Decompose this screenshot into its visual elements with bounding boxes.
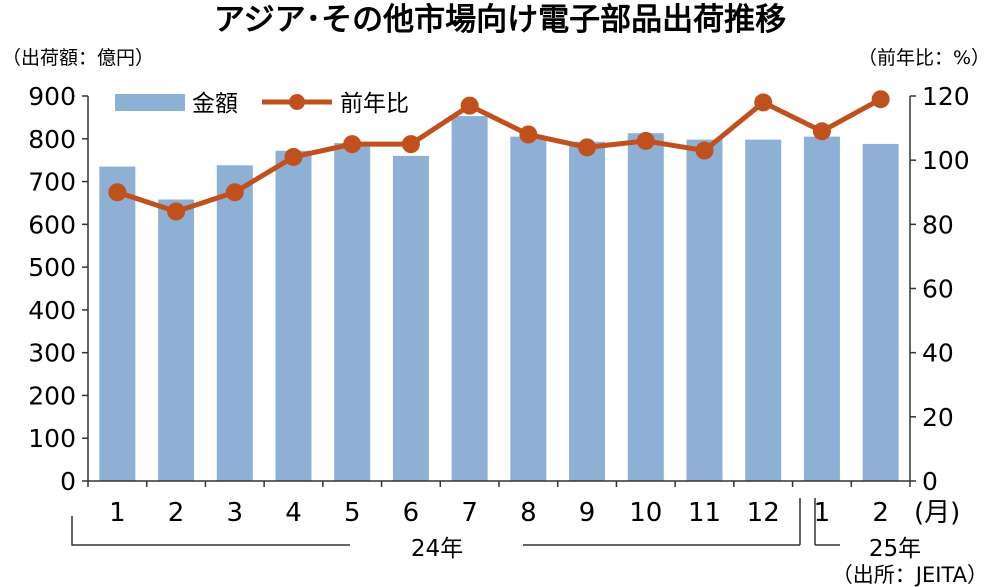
y-tick-label-300: 300 bbox=[28, 339, 76, 368]
source-note: （出所：JEITA） bbox=[832, 563, 988, 587]
yoy-point-11 bbox=[695, 141, 714, 160]
x-tick-label-8: 8 bbox=[520, 498, 537, 528]
x-tick-label-3: 3 bbox=[227, 498, 244, 528]
bar-9 bbox=[569, 141, 606, 481]
y-tick-label-800: 800 bbox=[28, 125, 76, 154]
bar-12 bbox=[745, 139, 782, 481]
y-tick-label-100: 100 bbox=[28, 424, 76, 453]
yoy-point-14 bbox=[871, 90, 890, 109]
bar-13 bbox=[803, 136, 840, 481]
x-tick-label-4: 4 bbox=[285, 498, 302, 528]
yoy-point-8 bbox=[519, 125, 538, 144]
bar-7 bbox=[451, 116, 488, 481]
x-tick-label-6: 6 bbox=[403, 498, 420, 528]
x-tick-label-14: 2 bbox=[872, 498, 889, 528]
yoy-point-7 bbox=[460, 96, 479, 115]
bar-4 bbox=[275, 150, 312, 481]
year-brackets: 24年 25年 bbox=[71, 498, 921, 562]
y-tick-label-0: 0 bbox=[60, 467, 76, 496]
yoy-point-6 bbox=[401, 135, 420, 154]
y2-tick-label-120: 120 bbox=[922, 82, 970, 111]
bar-14 bbox=[862, 143, 899, 481]
left-axis-unit: （出荷額：億円） bbox=[2, 47, 154, 69]
legend-bar-label: 金額 bbox=[192, 91, 238, 117]
y-tick-label-400: 400 bbox=[28, 296, 76, 325]
x-tick-label-7: 7 bbox=[461, 498, 478, 528]
x-tick-label-13: 1 bbox=[814, 498, 831, 528]
x-tick-label-5: 5 bbox=[344, 498, 361, 528]
y2-tick-label-40: 40 bbox=[922, 339, 954, 368]
legend: 金額 前年比 bbox=[115, 91, 409, 117]
y-tick-label-600: 600 bbox=[28, 210, 76, 239]
bar-2 bbox=[158, 199, 195, 481]
ticks-group: 0 100 200 300 400 500 600 700 800 900 0 20 40 60 80 100… bbox=[28, 82, 969, 528]
y-tick-label-900: 900 bbox=[28, 82, 76, 111]
yoy-point-5 bbox=[343, 135, 362, 154]
bar-8 bbox=[510, 136, 547, 481]
yoy-point-4 bbox=[284, 147, 303, 166]
year-2024-label: 24年 bbox=[411, 536, 463, 562]
y2-tick-label-100: 100 bbox=[922, 146, 970, 175]
yoy-point-9 bbox=[578, 138, 597, 157]
axes-group bbox=[87, 96, 911, 482]
yoy-point-1 bbox=[108, 183, 127, 202]
chart-title: アジア･その他市場向け電子部品出荷推移 bbox=[214, 2, 786, 38]
yoy-point-2 bbox=[167, 202, 186, 221]
y2-tick-label-80: 80 bbox=[922, 210, 954, 239]
x-tick-label-1: 1 bbox=[109, 498, 126, 528]
bars-group bbox=[99, 116, 899, 482]
bar-10 bbox=[627, 133, 664, 481]
yoy-line bbox=[116, 97, 882, 214]
x-tick-label-12: 12 bbox=[747, 498, 780, 528]
y-tick-label-500: 500 bbox=[28, 253, 76, 282]
line-series-group bbox=[108, 90, 890, 221]
legend-line-label: 前年比 bbox=[340, 91, 409, 117]
year-2025-label: 25年 bbox=[869, 536, 921, 562]
bar-5 bbox=[334, 143, 371, 482]
bar-11 bbox=[686, 139, 723, 481]
bar-6 bbox=[392, 155, 429, 481]
x-tick-label-11: 11 bbox=[688, 498, 721, 528]
month-suffix: (月) bbox=[914, 498, 960, 528]
yoy-point-12 bbox=[754, 93, 773, 112]
year-2024-bracket-left bbox=[71, 516, 350, 546]
right-axis-unit: （前年比：%） bbox=[858, 47, 990, 69]
y-tick-label-700: 700 bbox=[28, 168, 76, 197]
x-tick-label-9: 9 bbox=[579, 498, 596, 528]
y2-tick-label-20: 20 bbox=[922, 403, 954, 432]
y2-tick-label-60: 60 bbox=[922, 275, 954, 304]
bar-3 bbox=[216, 165, 253, 482]
y2-tick-label-0: 0 bbox=[922, 467, 938, 496]
yoy-point-10 bbox=[636, 131, 655, 150]
yoy-point-13 bbox=[812, 122, 831, 141]
x-tick-label-10: 10 bbox=[629, 498, 662, 528]
y-tick-label-200: 200 bbox=[28, 381, 76, 410]
bar-1 bbox=[99, 166, 136, 482]
legend-line-marker bbox=[289, 94, 305, 110]
yoy-point-3 bbox=[225, 183, 244, 202]
x-tick-label-2: 2 bbox=[168, 498, 185, 528]
legend-bar-swatch bbox=[115, 94, 185, 111]
